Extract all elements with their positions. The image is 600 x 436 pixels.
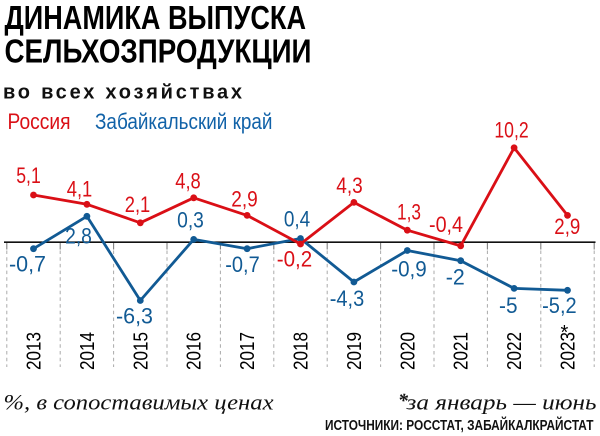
svg-text:2020: 2020 [396, 332, 419, 370]
svg-text:4,3: 4,3 [336, 173, 363, 198]
svg-text:-5: -5 [499, 293, 518, 318]
svg-text:-4,3: -4,3 [330, 286, 365, 311]
svg-text:2,9: 2,9 [554, 214, 580, 239]
svg-text:во всех хозяйствах: во всех хозяйствах [3, 82, 242, 104]
svg-text:*: * [398, 390, 409, 412]
svg-text:Россия: Россия [8, 109, 71, 134]
svg-text:ДИНАМИКА ВЫПУСКА: ДИНАМИКА ВЫПУСКА [5, 0, 307, 36]
svg-text:-0,7: -0,7 [9, 252, 46, 277]
svg-text:2,9: 2,9 [231, 187, 258, 212]
svg-text:2016: 2016 [183, 332, 206, 370]
svg-text:2021: 2021 [450, 332, 473, 370]
svg-text:2017: 2017 [236, 332, 259, 370]
svg-text:-5,2: -5,2 [542, 293, 577, 318]
svg-text:2019: 2019 [343, 332, 366, 370]
svg-text:2013: 2013 [23, 332, 46, 370]
svg-text:за январь — июнь: за январь — июнь [405, 390, 596, 415]
svg-text:-2: -2 [446, 265, 465, 290]
svg-text:*: * [561, 322, 569, 344]
svg-text:0,4: 0,4 [284, 207, 310, 232]
svg-text:2018: 2018 [290, 332, 313, 370]
svg-text:Забайкальский край: Забайкальский край [95, 109, 273, 134]
svg-text:2022: 2022 [503, 332, 526, 370]
svg-text:4,8: 4,8 [175, 168, 201, 193]
svg-text:-0,4: -0,4 [429, 212, 463, 237]
svg-text:2,8: 2,8 [65, 224, 92, 249]
svg-text:5,1: 5,1 [16, 163, 41, 188]
svg-text:2,1: 2,1 [125, 192, 151, 217]
svg-text:2023: 2023 [557, 332, 580, 370]
svg-text:-0,2: -0,2 [277, 246, 313, 271]
svg-text:-0,7: -0,7 [225, 252, 260, 277]
svg-text:1,3: 1,3 [397, 200, 421, 225]
svg-text:2014: 2014 [76, 332, 99, 370]
svg-text:10,2: 10,2 [494, 118, 528, 143]
svg-text:2015: 2015 [129, 332, 152, 370]
svg-text:-0,9: -0,9 [391, 256, 427, 281]
svg-text:СЕЛЬХОЗПРОДУКЦИИ: СЕЛЬХОЗПРОДУКЦИИ [5, 33, 312, 70]
svg-text:0,3: 0,3 [177, 208, 204, 233]
svg-text:ИСТОЧНИКИ: РОССТАТ, ЗАБАЙКАЛКР: ИСТОЧНИКИ: РОССТАТ, ЗАБАЙКАЛКРАЙСТАТ [325, 416, 594, 434]
svg-text:4,1: 4,1 [67, 177, 93, 202]
svg-text:%, в сопоставимых ценах: %, в сопоставимых ценах [4, 390, 274, 415]
svg-text:-6,3: -6,3 [116, 304, 153, 329]
